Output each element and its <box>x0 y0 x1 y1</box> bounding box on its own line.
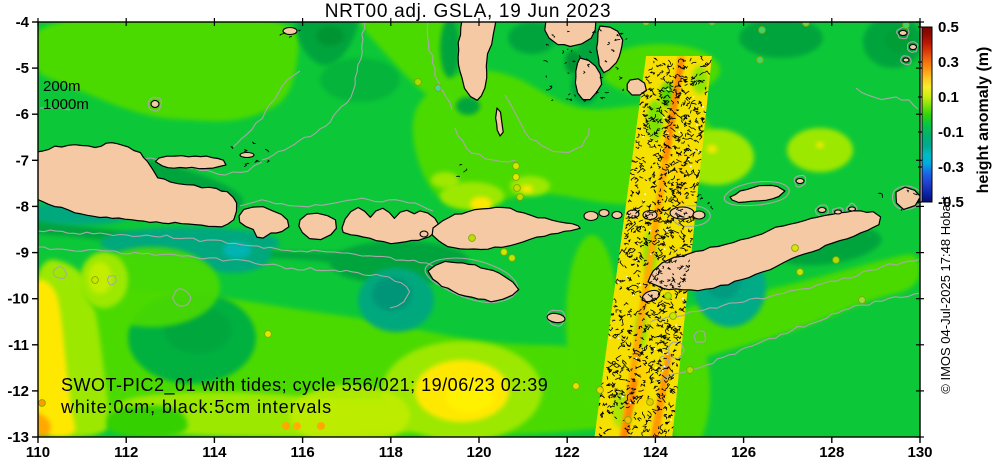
svg-text:white:0cm; black:5cm intervals: white:0cm; black:5cm intervals <box>60 397 332 417</box>
svg-text:114: 114 <box>202 444 227 461</box>
svg-text:-10: -10 <box>7 291 29 308</box>
svg-text:130: 130 <box>907 444 932 461</box>
svg-text:height anomaly (m): height anomaly (m) <box>975 47 992 194</box>
svg-text:-0.1: -0.1 <box>938 124 964 141</box>
svg-text:200m: 200m <box>43 78 81 95</box>
svg-text:116: 116 <box>290 444 314 461</box>
svg-text:-11: -11 <box>8 337 29 354</box>
svg-text:1000m: 1000m <box>43 96 89 113</box>
svg-text:0.1: 0.1 <box>938 89 959 106</box>
svg-text:110: 110 <box>26 444 50 461</box>
svg-text:-8: -8 <box>16 198 29 215</box>
svg-text:-7: -7 <box>16 152 29 169</box>
svg-text:-9: -9 <box>16 245 29 262</box>
svg-text:120: 120 <box>466 444 491 461</box>
svg-text:128: 128 <box>819 444 844 461</box>
svg-text:126: 126 <box>731 444 756 461</box>
svg-text:0.3: 0.3 <box>938 54 959 71</box>
svg-text:-13: -13 <box>7 429 29 446</box>
svg-text:124: 124 <box>643 444 669 461</box>
svg-text:0.5: 0.5 <box>938 19 959 36</box>
svg-text:-0.3: -0.3 <box>938 159 964 176</box>
svg-text:© IMOS 04-Jul-2025 17:48 Hobar: © IMOS 04-Jul-2025 17:48 Hobart <box>938 196 953 394</box>
svg-text:118: 118 <box>379 444 403 461</box>
svg-text:NRT00 adj. GSLA, 19 Jun 2023: NRT00 adj. GSLA, 19 Jun 2023 <box>325 1 611 22</box>
svg-text:-4: -4 <box>16 14 30 31</box>
svg-text:-12: -12 <box>7 383 29 400</box>
svg-text:122: 122 <box>555 444 580 461</box>
svg-text:-6: -6 <box>16 106 29 123</box>
svg-text:112: 112 <box>114 444 138 461</box>
svg-text:-0.5: -0.5 <box>938 194 964 211</box>
svg-text:SWOT-PIC2_01 with tides; cycle: SWOT-PIC2_01 with tides; cycle 556/021; … <box>61 375 548 396</box>
svg-text:-5: -5 <box>16 60 29 77</box>
